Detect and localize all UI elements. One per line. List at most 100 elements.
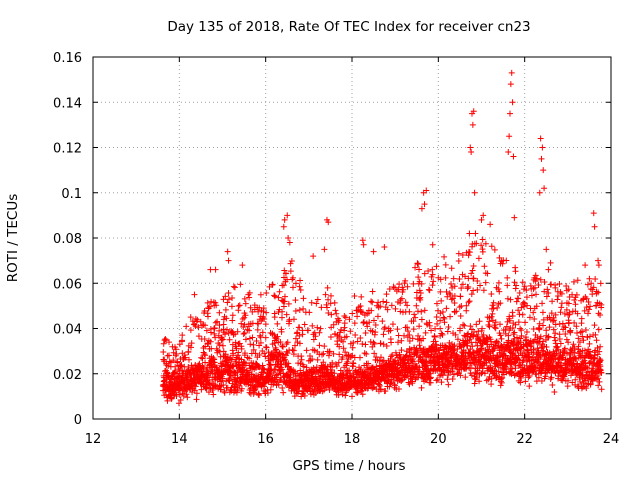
data-point — [363, 351, 370, 358]
data-point — [284, 350, 291, 357]
data-point — [165, 372, 172, 379]
data-point — [342, 392, 349, 399]
data-point — [225, 290, 232, 297]
data-point — [226, 375, 233, 382]
data-point — [160, 340, 167, 347]
data-point — [197, 318, 204, 325]
data-point — [189, 318, 196, 325]
data-point — [184, 394, 191, 401]
data-point — [187, 370, 194, 377]
data-point — [243, 360, 250, 367]
data-point — [266, 361, 273, 368]
data-point — [216, 342, 223, 349]
data-point — [296, 306, 303, 313]
data-point — [279, 366, 286, 373]
y-tick-label: 0.16 — [53, 51, 82, 66]
data-point — [182, 354, 189, 361]
data-point — [276, 367, 283, 374]
data-point — [234, 328, 241, 335]
data-point — [202, 322, 209, 329]
data-point — [210, 355, 217, 362]
data-point — [284, 339, 291, 346]
data-point — [339, 354, 346, 361]
data-point — [278, 314, 285, 321]
data-point — [208, 345, 215, 352]
data-point — [379, 358, 386, 365]
data-point — [296, 332, 303, 339]
data-point — [252, 386, 259, 393]
data-point — [296, 283, 303, 290]
data-point — [303, 364, 310, 371]
data-point — [279, 385, 286, 392]
data-point — [263, 309, 270, 316]
data-point — [233, 389, 240, 396]
y-tick-label: 0.08 — [53, 232, 82, 247]
data-point — [380, 341, 387, 348]
data-point — [340, 345, 347, 352]
data-point — [187, 344, 194, 351]
data-point — [342, 349, 349, 356]
data-point — [340, 338, 347, 345]
data-point — [214, 318, 221, 325]
data-point — [266, 367, 273, 374]
data-point — [365, 360, 372, 367]
data-point — [323, 366, 330, 373]
data-point — [349, 344, 356, 351]
data-point — [368, 307, 375, 314]
data-point — [269, 281, 276, 288]
data-point — [371, 350, 378, 357]
data-point — [367, 338, 374, 345]
data-point — [357, 366, 364, 373]
data-point — [290, 284, 297, 291]
data-point — [354, 389, 361, 396]
data-point — [292, 308, 299, 315]
data-point — [249, 334, 256, 341]
data-point — [309, 356, 316, 363]
data-point — [228, 328, 235, 335]
data-point — [362, 341, 369, 348]
data-point — [346, 316, 353, 323]
data-point — [271, 292, 278, 299]
data-point — [308, 299, 315, 306]
data-point — [282, 270, 289, 277]
data-point — [294, 329, 301, 336]
data-point — [238, 385, 245, 392]
data-point — [342, 314, 349, 321]
data-point — [201, 308, 208, 315]
data-point — [285, 300, 292, 307]
data-point — [222, 331, 229, 338]
data-point — [176, 368, 183, 375]
data-point — [279, 308, 286, 315]
data-point — [326, 348, 333, 355]
data-point — [331, 299, 338, 306]
data-point — [336, 351, 343, 358]
data-point — [175, 400, 182, 407]
data-point — [169, 373, 176, 380]
data-point — [241, 359, 248, 366]
data-point — [372, 322, 379, 329]
data-point — [322, 291, 329, 298]
data-point — [323, 301, 330, 308]
data-point — [256, 351, 263, 358]
data-point — [165, 362, 172, 369]
data-point — [235, 349, 242, 356]
data-point — [220, 381, 227, 388]
data-point — [349, 310, 356, 317]
data-point — [229, 317, 236, 324]
data-point — [280, 303, 287, 310]
data-point — [160, 348, 167, 355]
data-point — [304, 327, 311, 334]
data-point — [377, 340, 384, 347]
data-point — [323, 304, 330, 311]
data-point — [254, 326, 261, 333]
data-point — [336, 329, 343, 336]
data-point — [256, 392, 263, 399]
data-point — [263, 289, 270, 296]
data-point — [170, 349, 177, 356]
data-point — [376, 382, 383, 389]
data-point — [239, 315, 246, 322]
data-point — [260, 369, 267, 376]
data-point — [362, 371, 369, 378]
data-point — [279, 351, 286, 358]
data-point — [382, 388, 389, 395]
